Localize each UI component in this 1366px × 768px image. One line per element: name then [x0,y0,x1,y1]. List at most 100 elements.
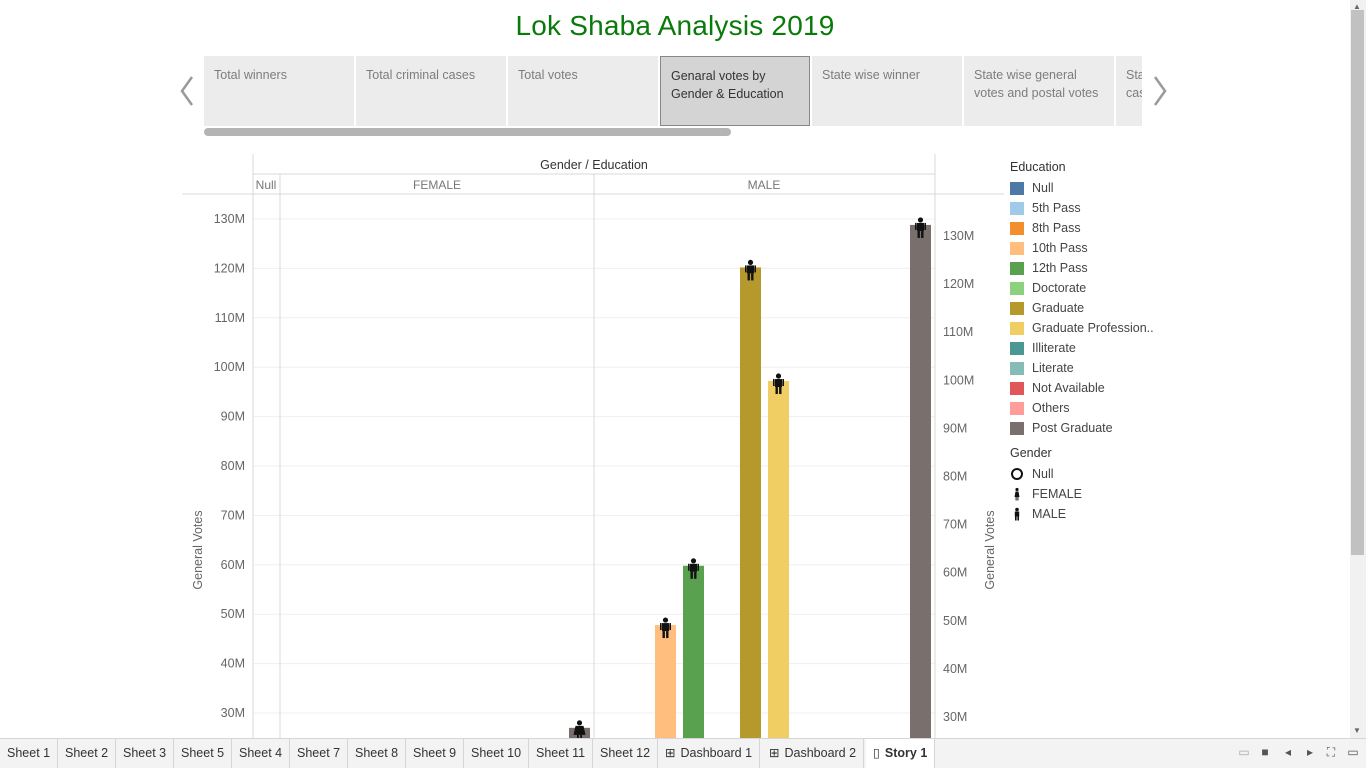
legend-swatch [1010,421,1024,435]
story-next-button[interactable] [1148,72,1172,110]
legend-label: Literate [1032,361,1074,375]
sheet-tab-label: Dashboard 1 [680,746,753,760]
y-axis-label-right: General Votes [983,510,997,589]
fullscreen-icon[interactable]: ⛶ [1326,744,1336,759]
bar-male-10th-pass[interactable] [655,625,676,738]
sheet-tab-sheet-7[interactable]: Sheet 7 [290,739,349,768]
sheet-tab-sheet-1[interactable]: Sheet 1 [0,739,59,768]
circle-icon [1010,467,1024,481]
sheet-tab-sheet-3[interactable]: Sheet 3 [116,739,175,768]
scroll-down-icon[interactable]: ▼ [1353,726,1361,735]
story-point-2[interactable]: Total criminal cases [356,56,506,126]
legend-swatch [1010,321,1024,335]
sheet-tab-label: Sheet 7 [297,746,341,760]
legend-item[interactable]: 8th Pass [1010,218,1170,238]
chevron-right-icon [1148,76,1172,114]
prev-sheet-icon[interactable]: ◂ [1284,745,1292,759]
panel-header-male: MALE [748,178,781,192]
legend-item[interactable]: Not Available [1010,378,1170,398]
legend-item[interactable]: 10th Pass [1010,238,1170,258]
left-tick-label: 40M [221,657,245,671]
legend-item[interactable]: Graduate [1010,298,1170,318]
right-tick-label: 110M [943,325,973,339]
legend-item[interactable]: FEMALE [1010,484,1170,504]
right-tick-label: 60M [943,566,967,580]
sheet-tab-sheet-10[interactable]: Sheet 10 [464,739,530,768]
legend-item[interactable]: Illiterate [1010,338,1170,358]
story-prev-button[interactable] [175,72,199,110]
story-point-7[interactable]: State wise criminal cases [1116,56,1142,126]
legend-label: Illiterate [1032,341,1076,355]
legend-swatch [1010,281,1024,295]
left-tick-label: 130M [214,212,245,226]
legend-item[interactable]: Post Graduate [1010,418,1170,438]
sheet-tab-sheet-5[interactable]: Sheet 5 [174,739,233,768]
story-point-1[interactable]: Total winners [204,56,354,126]
legend-item[interactable]: Others [1010,398,1170,418]
male-icon [660,617,671,639]
legend-item[interactable]: Literate [1010,358,1170,378]
tabs-view-icon[interactable]: ■ [1261,745,1269,759]
legend-label: Graduate [1032,301,1085,315]
legend-item[interactable]: 5th Pass [1010,198,1170,218]
legend-item[interactable]: Null [1010,464,1170,484]
bar-male-graduate[interactable] [740,267,761,738]
sheet-tab-label: Sheet 4 [239,746,283,760]
filmstrip-view-icon[interactable]: ▭ [1238,745,1250,759]
legend: Education Null 5th Pass 8th Pass 10th Pass 1… [1010,158,1170,524]
vertical-scrollbar-thumb[interactable] [1351,10,1364,555]
story-point-3[interactable]: Total votes [508,56,658,126]
panel-header-null: Null [256,178,277,192]
dashboard-icon: ⊞ [769,746,780,760]
legend-label: Others [1032,401,1070,415]
right-tick-label: 80M [943,470,967,484]
legend-swatch [1010,241,1024,255]
sheet-tab-sheet-2[interactable]: Sheet 2 [58,739,117,768]
bar-male-post-graduate[interactable] [910,224,931,738]
sheet-tab-sheet-11[interactable]: Sheet 11 [529,739,594,768]
story-point-label: State wise criminal cases [1126,68,1142,100]
right-tick-label: 120M [943,277,974,291]
presentation-icon[interactable]: ▭ [1347,745,1359,759]
legend-label: 8th Pass [1032,221,1081,235]
bar-chart: Gender / Education Null FEMALE MALE 30M 4… [182,154,1004,738]
legend-label: Null [1032,181,1054,195]
sheet-tab-sheet-4[interactable]: Sheet 4 [232,739,291,768]
legend-item[interactable]: MALE [1010,504,1170,524]
sheet-tab-sheet-9[interactable]: Sheet 9 [406,739,465,768]
sheet-tab-label: Sheet 5 [181,746,225,760]
bar-male-12th-pass[interactable] [683,565,704,738]
next-sheet-icon[interactable]: ▸ [1306,745,1314,759]
right-axis: 30M 40M 50M 60M 70M 80M 90M 100M 110M 120M 130M [943,229,974,724]
legend-item[interactable]: Doctorate [1010,278,1170,298]
story-icon: ▯ [873,746,880,760]
story-point-4[interactable]: Genaral votes by Gender & Education [660,56,810,126]
male-icon [915,217,926,238]
story-strip-scrollbar-thumb[interactable] [204,128,731,136]
sheet-tab-dashboard-2[interactable]: ⊞ Dashboard 2 [762,739,865,768]
legend-swatch [1010,201,1024,215]
bar-male-graduate-professional[interactable] [768,381,789,738]
story-point-6[interactable]: State wise general votes and postal vote… [964,56,1114,126]
legend-swatch [1010,221,1024,235]
legend-item[interactable]: 12th Pass [1010,258,1170,278]
legend-swatch [1010,261,1024,275]
left-tick-label: 50M [221,607,245,621]
left-tick-label: 110M [215,311,245,325]
bars [569,217,931,738]
right-tick-label: 130M [943,229,974,243]
left-axis: 30M 40M 50M 60M 70M 80M 90M 100M 110M 120M 130M [214,212,245,720]
sheet-tab-story-1[interactable]: ▯ Story 1 [866,739,936,768]
legend-item[interactable]: Null [1010,178,1170,198]
sheet-tab-label: Sheet 1 [7,746,51,760]
legend-item[interactable]: Graduate Profession.. [1010,318,1170,338]
education-legend: Null 5th Pass 8th Pass 10th Pass 12th Pass Do… [1010,178,1170,438]
left-tick-label: 60M [221,558,245,572]
sheet-tab-dashboard-1[interactable]: ⊞ Dashboard 1 [658,739,761,768]
sheet-tab-sheet-8[interactable]: Sheet 8 [348,739,407,768]
story-point-5[interactable]: State wise winner [812,56,962,126]
scroll-up-icon[interactable]: ▲ [1353,2,1361,11]
sheet-tab-sheet-12[interactable]: Sheet 12 [593,739,659,768]
legend-label: Post Graduate [1032,421,1113,435]
gender-legend-title: Gender [1010,446,1052,460]
